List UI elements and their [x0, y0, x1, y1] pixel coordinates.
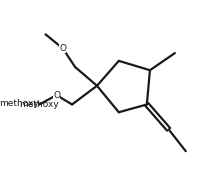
Text: O: O: [53, 91, 60, 100]
Text: O: O: [59, 44, 66, 53]
Text: methoxy: methoxy: [0, 99, 39, 108]
Text: methoxy: methoxy: [20, 100, 59, 109]
